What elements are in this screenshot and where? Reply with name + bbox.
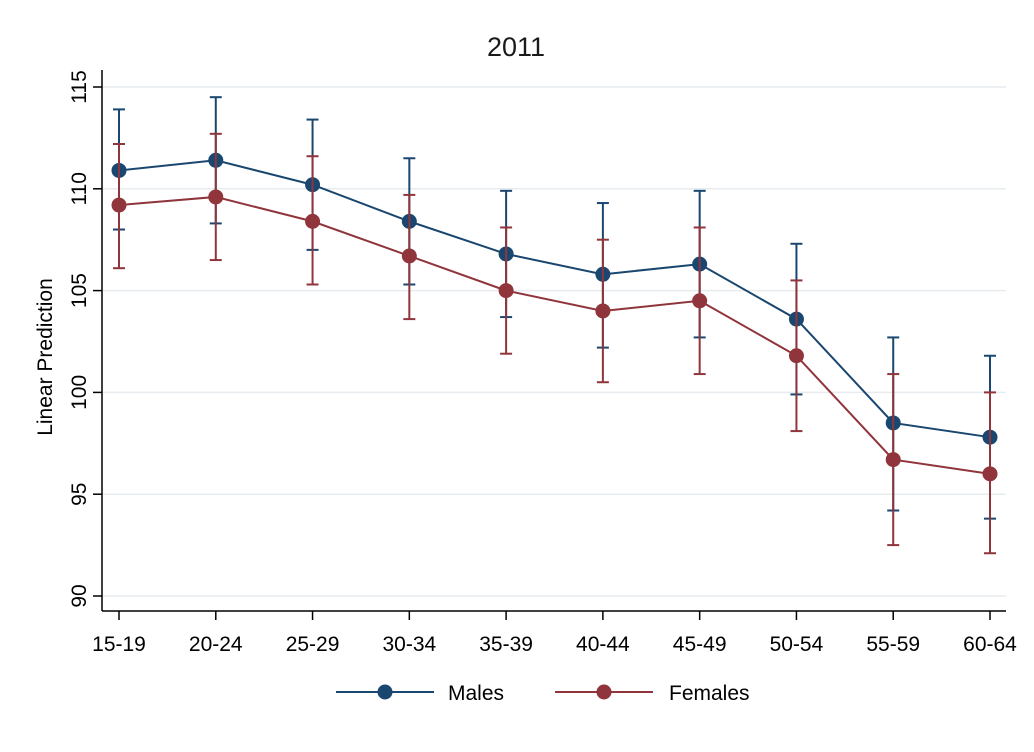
data-point: [111, 197, 127, 213]
series-group: [111, 96, 998, 555]
y-tick-label: 95: [68, 483, 91, 506]
x-tick-label: 60-64: [963, 633, 1017, 656]
legend-item: Males: [336, 682, 504, 705]
x-tick-label: 40-44: [576, 633, 630, 656]
y-tick-label: 90: [68, 584, 91, 607]
gridlines: [102, 86, 1006, 597]
legend-swatch-marker: [377, 684, 393, 700]
axes: 90 95 100 105 110 115 15-19 20-24 25-29 30-34 35-3…: [68, 70, 1017, 656]
series-line: [118, 159, 991, 439]
x-tick-label: 50-54: [770, 633, 824, 656]
y-axis-title: Linear Prediction: [34, 278, 57, 436]
series-males: [111, 96, 998, 520]
data-point: [208, 189, 224, 205]
legend: Males Females: [336, 682, 750, 705]
data-point: [595, 303, 611, 319]
legend-swatch-marker: [596, 684, 612, 700]
y-tick-label: 100: [68, 375, 91, 410]
x-tick-label: 20-24: [189, 633, 243, 656]
x-tick-label: 55-59: [866, 633, 920, 656]
y-tick-label: 115: [68, 70, 91, 103]
data-point: [305, 213, 321, 229]
x-tick-label: 25-29: [286, 633, 340, 656]
series-females: [111, 132, 998, 555]
y-tick-label: 105: [68, 273, 91, 308]
series-line: [118, 195, 991, 475]
legend-label: Females: [669, 682, 750, 705]
x-tick-label: 15-19: [92, 633, 146, 656]
x-tick-label: 45-49: [673, 633, 727, 656]
legend-item: Females: [555, 682, 750, 705]
chart-title: 2011: [487, 32, 545, 62]
data-point: [498, 283, 514, 299]
x-tick-label: 35-39: [479, 633, 533, 656]
data-point: [982, 466, 998, 482]
data-point: [692, 293, 708, 309]
data-point: [885, 452, 901, 468]
data-point: [401, 248, 417, 264]
data-point: [788, 348, 804, 364]
legend-label: Males: [448, 682, 504, 705]
x-tick-label: 30-34: [382, 633, 436, 656]
y-tick-label: 110: [68, 172, 91, 205]
